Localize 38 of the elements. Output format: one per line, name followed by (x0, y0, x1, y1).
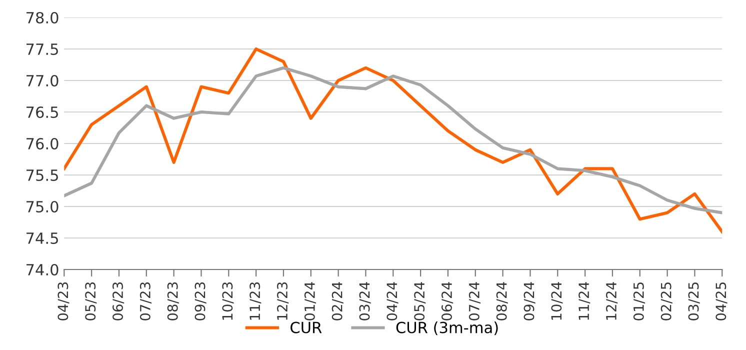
y-tick-label: 76.5 (26, 106, 58, 118)
y-tick-label: 74.0 (26, 264, 58, 276)
x-tick-label: 07/23 (140, 282, 152, 320)
y-tick-label: 77.5 (26, 44, 58, 56)
x-tick-label: 01/24 (304, 282, 316, 320)
x-tick-label: 10/23 (222, 282, 234, 320)
x-tick-label: 03/24 (359, 282, 371, 320)
y-tick-label: 75.0 (26, 200, 58, 213)
x-tick-label: 07/24 (468, 282, 481, 320)
x-tick-label: 03/25 (688, 282, 700, 320)
y-tick-label: 74.5 (26, 232, 58, 244)
x-tick-label: 04/25 (716, 282, 728, 320)
y-tick-label: 78.0 (26, 12, 58, 24)
x-tick-label: 11/24 (578, 282, 590, 320)
x-tick-label: 05/23 (85, 282, 97, 320)
x-tick-label: 08/24 (496, 282, 508, 320)
x-tick-label: 01/25 (633, 282, 646, 320)
legend-label: CUR (290, 322, 322, 334)
x-tick-label: 11/23 (250, 282, 262, 320)
y-tick-label: 76.0 (26, 138, 58, 150)
legend-label: CUR (3m-ma) (396, 321, 498, 336)
x-tick-label: 05/24 (414, 282, 426, 320)
x-tick-label: 04/24 (386, 282, 398, 320)
x-tick-label: 02/25 (660, 282, 672, 320)
y-tick-label: 75.5 (26, 170, 58, 182)
x-tick-label: 06/24 (441, 282, 454, 320)
x-tick-label: 09/24 (524, 282, 536, 320)
x-tick-label: 08/23 (167, 282, 179, 320)
line-series (64, 66, 722, 214)
x-tick-label: 12/23 (277, 282, 289, 320)
x-tick-label: 04/23 (58, 282, 70, 320)
x-tick-label: 10/24 (551, 282, 563, 320)
x-tick-label: 09/23 (194, 282, 206, 320)
y-tick-label: 77.0 (26, 74, 58, 87)
line-series (64, 47, 722, 234)
x-tick-label: 06/23 (112, 282, 124, 320)
x-tick-label: 02/24 (332, 282, 344, 320)
x-tick-label: 12/24 (606, 282, 618, 320)
